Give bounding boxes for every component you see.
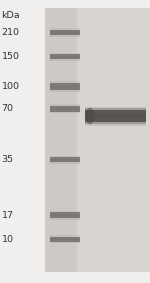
Bar [50,83,80,90]
Bar [50,28,80,34]
Bar [50,106,80,112]
Bar [50,214,80,220]
Text: 10: 10 [2,235,14,244]
Text: kDa: kDa [2,11,20,20]
Text: 210: 210 [2,28,20,37]
Bar [85,110,146,122]
Text: 150: 150 [2,52,20,61]
Text: 35: 35 [2,155,14,164]
Bar [50,211,80,216]
Text: 100: 100 [2,82,20,91]
Text: 70: 70 [2,104,14,113]
Bar [50,159,80,164]
Bar [45,8,76,272]
Text: 17: 17 [2,211,14,220]
Bar [85,108,146,124]
Bar [50,212,80,218]
Bar [50,238,80,243]
Bar [50,237,80,242]
Bar [50,104,80,110]
Bar [50,55,80,61]
Bar [50,30,80,35]
Bar [50,108,80,113]
Bar [85,113,146,119]
Bar [50,156,80,161]
Bar [50,31,80,37]
Bar [50,157,80,162]
Bar [50,54,80,59]
Bar [50,235,80,240]
Bar [45,8,150,272]
Ellipse shape [85,108,94,124]
Bar [50,85,80,92]
Bar [50,81,80,88]
Bar [85,106,146,126]
Bar [50,53,80,58]
